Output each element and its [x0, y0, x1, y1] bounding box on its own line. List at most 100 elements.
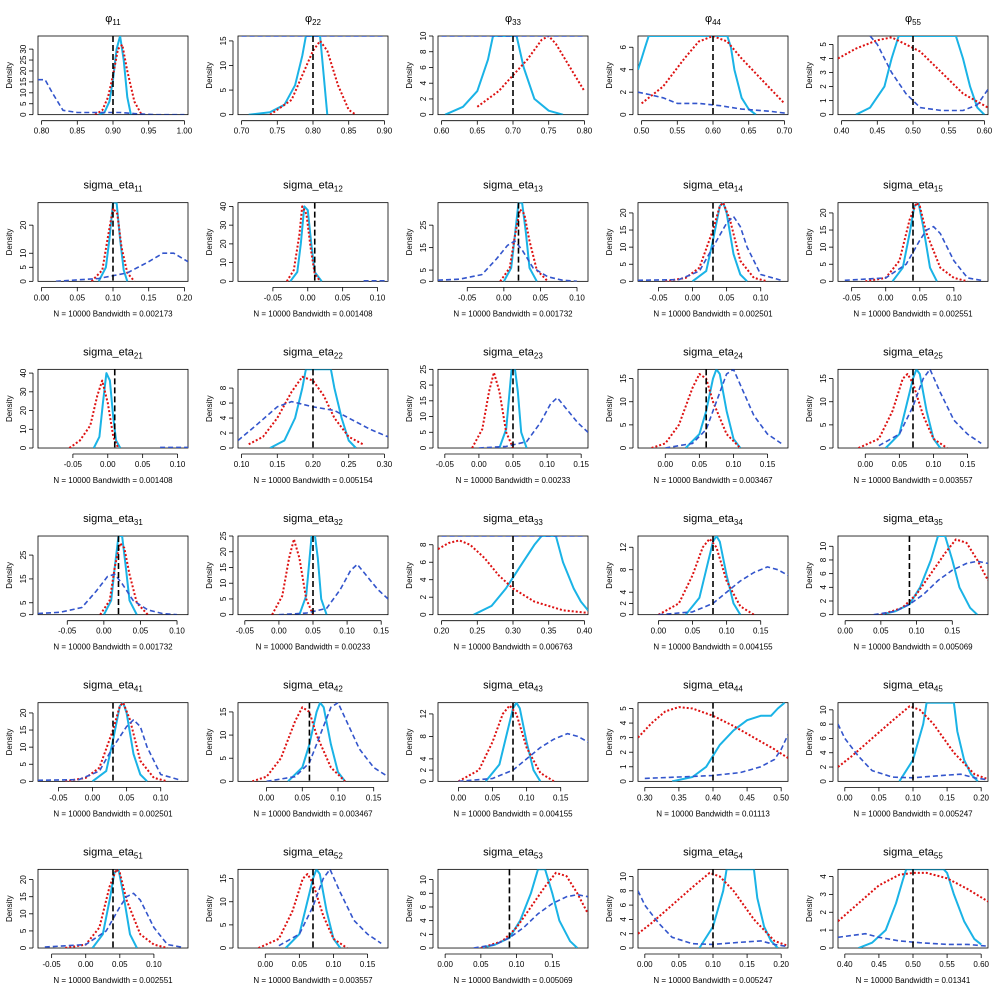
y-tick-label: 15	[619, 374, 628, 383]
panel-title-main: sigma_eta	[483, 513, 535, 525]
plot-frame	[637, 368, 789, 449]
x-tick-label: 0.15	[753, 627, 769, 636]
y-tick-label: 4	[419, 80, 428, 85]
x-tick-label: 0.15	[544, 960, 560, 969]
y-tick-label: 2	[619, 89, 628, 94]
y-axis-label: Density	[605, 62, 614, 89]
x-tick-label: 0.00	[657, 460, 673, 469]
density-curve-dashed	[38, 719, 182, 782]
y-tick-label: 4	[819, 874, 828, 879]
x-tick-label: 0.10	[909, 627, 925, 636]
density-curve-dashed	[38, 573, 178, 615]
x-tick-label: 0.15	[141, 293, 157, 302]
y-tick-label: 5	[219, 755, 228, 760]
panel-title: sigma_eta52	[283, 846, 343, 860]
density-curve-solid	[698, 869, 779, 949]
x-tick-label: 0.00	[259, 793, 275, 802]
density-curve-solid	[484, 702, 542, 782]
density-curve-dashed	[638, 91, 788, 115]
density-curve-solid	[638, 36, 757, 115]
x-tick-label: 0.10	[330, 793, 346, 802]
panel-title-subscript: 52	[334, 851, 343, 860]
y-tick-label: 6	[619, 44, 628, 49]
x-tick-label: 0.10	[169, 627, 185, 636]
y-tick-label: 0	[619, 445, 628, 450]
y-tick-label: 10	[219, 61, 228, 70]
panel-title: sigma_eta21	[83, 346, 143, 360]
panel-title-main: sigma_eta	[483, 846, 535, 858]
y-tick-label: 12	[419, 709, 428, 718]
y-tick-label: 5	[19, 928, 28, 933]
density-panel: sigma_eta41 Density -0.05 0.00 0.05 0.10 0 5 10 1…	[5, 680, 189, 818]
panel-title: sigma_eta11	[83, 180, 143, 194]
panel-title-main: sigma_eta	[83, 680, 135, 692]
x-tick-label: -0.05	[436, 460, 455, 469]
x-tick-label: 0.15	[360, 960, 376, 969]
x-tick-label: 0.10	[726, 460, 742, 469]
density-curve-dashed	[44, 892, 182, 948]
bandwidth-label: N = 10000 Bandwidth = 0.002501	[653, 309, 773, 318]
x-tick-label: 0.55	[669, 127, 685, 136]
x-tick-label: 0.05	[685, 627, 701, 636]
panel-title: sigma_eta45	[883, 680, 943, 694]
x-tick-label: 0.40	[837, 960, 853, 969]
y-tick-label: 20	[19, 708, 28, 717]
y-axis-label: Density	[605, 562, 614, 589]
y-tick-label: 0	[419, 279, 428, 284]
panel-title-main: sigma_eta	[683, 846, 735, 858]
density-curve-solid	[671, 702, 786, 782]
x-tick-label: 0.10	[509, 960, 525, 969]
x-tick-label: 0.10	[146, 960, 162, 969]
y-tick-label: 2	[419, 932, 428, 937]
x-tick-label: 0.80	[305, 127, 321, 136]
y-tick-label: 15	[619, 225, 628, 234]
panel-title-main: sigma_eta	[83, 513, 135, 525]
panel-title-subscript: 21	[134, 351, 143, 360]
y-tick-label: 0	[619, 612, 628, 617]
y-tick-label: 5	[819, 42, 828, 47]
panel-title-subscript: 12	[334, 185, 343, 194]
y-tick-label: 4	[819, 56, 828, 61]
y-tick-label: 4	[419, 577, 428, 582]
bandwidth-label: N = 10000 Bandwidth = 0.005247	[853, 809, 973, 818]
x-tick-label: -0.05	[43, 960, 62, 969]
density-curve-solid	[269, 369, 357, 449]
density-curve-solid	[284, 869, 342, 949]
x-tick-label: 0.10	[719, 627, 735, 636]
y-tick-label: 10	[219, 730, 228, 739]
density-curve-solid	[92, 372, 122, 449]
x-tick-label: 0.10	[326, 960, 342, 969]
x-tick-label: 0.45	[869, 127, 885, 136]
y-tick-label: 6	[219, 400, 228, 405]
y-tick-label: 2	[619, 749, 628, 754]
panel-title-subscript: 42	[334, 685, 343, 694]
x-tick-label: 0.05	[119, 793, 135, 802]
panel-title: sigma_eta32	[283, 513, 343, 527]
y-tick-label: 40	[219, 201, 228, 210]
y-tick-label: 6	[419, 65, 428, 70]
panel-title-subscript: 43	[534, 685, 543, 694]
y-tick-label: 10	[19, 248, 28, 257]
density-curve-dotted	[476, 36, 586, 108]
x-tick-label: -0.05	[649, 293, 668, 302]
plot-frame	[437, 868, 589, 949]
panel-title: sigma_eta33	[483, 513, 543, 527]
y-tick-label: 15	[219, 707, 228, 716]
x-tick-label: 0.40	[577, 627, 593, 636]
panel-title-main: sigma_eta	[283, 513, 335, 525]
panel-title-main: sigma_eta	[283, 180, 335, 192]
x-tick-label: 0.00	[451, 793, 467, 802]
panel-title: sigma_eta31	[83, 513, 143, 527]
density-curve-dashed	[658, 566, 788, 615]
x-tick-label: 0.10	[569, 293, 585, 302]
x-tick-label: -0.05	[236, 627, 255, 636]
x-tick-label: 0.05	[485, 793, 501, 802]
y-tick-label: 10	[419, 875, 428, 884]
y-tick-label: 0	[219, 945, 228, 950]
y-tick-label: 1	[819, 927, 828, 932]
y-tick-label: 10	[219, 258, 228, 267]
density-curve-dotted	[858, 373, 948, 449]
x-tick-label: 0.10	[339, 627, 355, 636]
y-tick-label: 0	[19, 612, 28, 617]
plot-frame	[37, 368, 189, 449]
